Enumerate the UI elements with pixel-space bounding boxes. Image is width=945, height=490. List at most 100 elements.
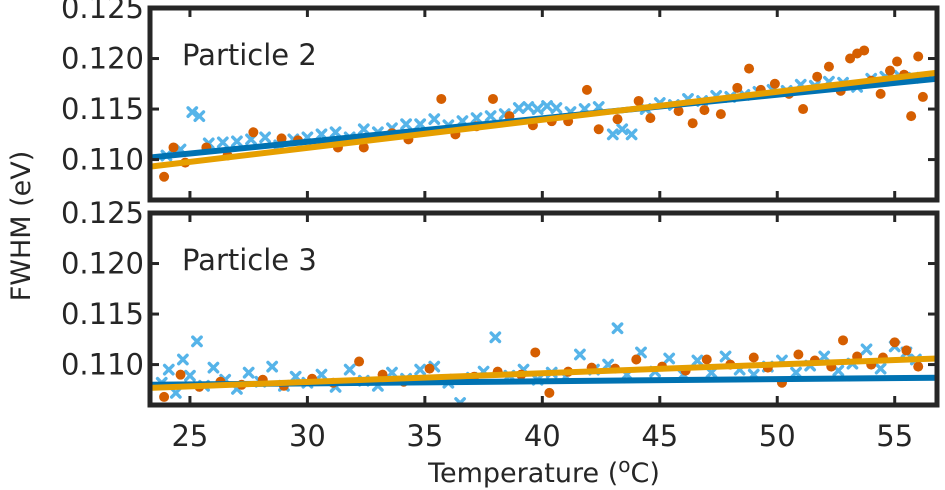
cross-point	[719, 350, 732, 363]
y-tick-label: 0.110	[61, 348, 144, 382]
cross-point	[512, 102, 525, 114]
dot-point	[889, 337, 900, 348]
cross-point	[169, 386, 182, 399]
y-tick-label: 0.120	[61, 247, 144, 281]
dot-point	[487, 93, 498, 104]
x-axis-label-end: C)	[631, 458, 660, 489]
dot-point	[798, 104, 809, 115]
panel-particle-3: 25 30 35 40 45 50 55 0.110 0.115 0.120 0.125 Partic…	[61, 196, 940, 453]
panel-title: Particle 3	[182, 243, 317, 277]
cross-point	[191, 335, 203, 348]
dot-point	[159, 171, 170, 182]
dot-point	[699, 105, 710, 116]
cross-point	[231, 135, 243, 148]
y-axis-label: FWHM (eV)	[6, 151, 37, 302]
dot-point	[823, 61, 834, 72]
cross-point	[259, 131, 272, 144]
x-tick-label: 55	[876, 419, 913, 453]
cross-point	[874, 362, 887, 375]
dot-point	[673, 106, 684, 117]
dot-point	[436, 93, 447, 104]
cross-point	[574, 348, 586, 361]
dot-point	[248, 127, 259, 138]
x-axis-label: Temperature (oC)	[427, 453, 660, 489]
dot-point	[845, 53, 856, 64]
cross-point	[184, 369, 196, 382]
dot-point	[687, 118, 698, 129]
dot-point	[175, 369, 186, 380]
dot-point	[354, 356, 365, 367]
y-tick-label: 0.110	[61, 143, 144, 177]
dot-point	[744, 63, 755, 74]
dot-point	[838, 335, 849, 346]
fit-line-dot-series	[150, 355, 937, 391]
dot-point	[859, 45, 870, 56]
x-axis-label-main: Temperature (	[427, 458, 618, 489]
cross-point	[531, 103, 544, 115]
dot-point	[892, 56, 903, 67]
cross-point	[216, 136, 229, 149]
dot-point	[913, 51, 924, 62]
dot-point	[159, 391, 170, 402]
cross-point	[663, 352, 676, 365]
dot-point	[633, 95, 644, 106]
cross-point	[357, 123, 370, 136]
cross-point	[329, 126, 342, 139]
dot-point	[732, 82, 743, 93]
dot-point	[358, 142, 369, 153]
panel-title: Particle 2	[182, 38, 317, 72]
dot-point	[544, 387, 555, 398]
cross-point	[386, 366, 398, 379]
x-axis-label-superscript: o	[618, 453, 630, 477]
x-tick-label: 50	[759, 419, 796, 453]
y-tick-label: 0.120	[61, 42, 144, 76]
dot-point	[530, 347, 541, 358]
dot-point	[276, 133, 287, 144]
dot-point	[793, 349, 804, 360]
dot-point	[701, 354, 712, 365]
cross-point	[266, 360, 279, 373]
cross-point	[428, 113, 441, 126]
plot-area	[150, 45, 937, 182]
dot-point	[913, 361, 924, 372]
plot-area	[150, 322, 937, 405]
y-tick-label: 0.125	[61, 196, 144, 230]
panel-particle-2: 0.110 0.115 0.120 0.125 Particle 2	[61, 0, 940, 203]
cross-point	[315, 368, 328, 381]
y-tick-label: 0.115	[61, 297, 144, 331]
cross-point	[400, 118, 412, 131]
cross-point	[541, 100, 553, 112]
dot-point	[424, 363, 435, 374]
cross-point	[414, 363, 427, 376]
dot-point	[875, 88, 886, 99]
cross-point	[207, 361, 220, 374]
cross-point	[343, 363, 356, 376]
x-tick-label: 40	[524, 419, 561, 453]
cross-point	[242, 366, 255, 379]
dot-point	[593, 124, 604, 135]
cross-point	[522, 101, 535, 113]
dot-point	[901, 345, 912, 356]
dot-point	[885, 65, 896, 76]
cross-point	[616, 123, 629, 136]
dot-point	[917, 91, 928, 102]
dot-point	[906, 111, 917, 122]
cross-point	[162, 363, 175, 376]
cross-point	[625, 128, 638, 141]
dot-point	[812, 71, 823, 82]
cross-point	[489, 331, 502, 344]
dot-point	[168, 142, 179, 153]
dot-point	[581, 84, 592, 95]
dot-point	[645, 113, 656, 124]
cross-point	[818, 350, 831, 363]
fit-line-dot-series	[150, 69, 937, 170]
dot-point	[715, 109, 726, 120]
cross-point	[611, 322, 624, 335]
dot-point	[631, 354, 642, 365]
cross-point	[484, 110, 497, 123]
y-tick-label: 0.115	[61, 92, 144, 126]
cross-point	[186, 106, 199, 118]
dot-point	[612, 114, 623, 125]
cross-point	[193, 110, 206, 123]
